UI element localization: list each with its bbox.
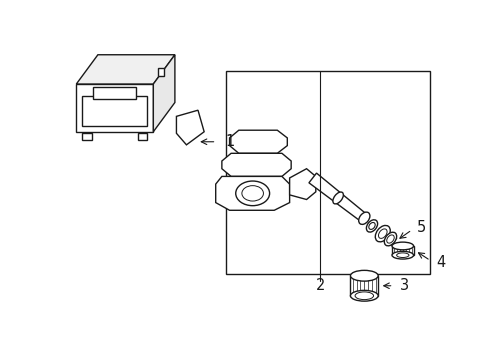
Polygon shape [309,173,367,222]
Polygon shape [290,169,316,199]
Ellipse shape [396,253,409,257]
Text: 3: 3 [400,278,409,293]
Polygon shape [222,153,291,176]
Bar [138,132,147,140]
Polygon shape [76,55,175,84]
Bar [226,71,430,274]
Ellipse shape [387,235,394,243]
Text: 4: 4 [437,255,446,270]
Ellipse shape [369,222,375,229]
Ellipse shape [359,212,370,224]
Polygon shape [392,246,414,255]
Polygon shape [216,176,290,210]
Polygon shape [350,276,378,296]
Polygon shape [229,130,287,153]
Polygon shape [176,110,204,145]
Ellipse shape [350,291,378,301]
Ellipse shape [392,242,414,250]
Ellipse shape [378,229,387,238]
Ellipse shape [333,192,343,204]
Polygon shape [153,55,175,132]
Ellipse shape [367,220,378,232]
Ellipse shape [350,270,378,281]
Polygon shape [76,84,153,132]
Ellipse shape [392,251,414,259]
Polygon shape [158,68,164,76]
Text: 2: 2 [316,278,325,293]
Ellipse shape [355,292,373,300]
Bar [82,132,92,140]
Ellipse shape [236,181,270,206]
Ellipse shape [242,186,264,201]
Text: 5: 5 [416,220,426,235]
Ellipse shape [384,232,396,246]
Ellipse shape [375,225,390,242]
Bar [93,87,136,99]
Text: 1: 1 [226,134,235,149]
Polygon shape [82,96,147,126]
